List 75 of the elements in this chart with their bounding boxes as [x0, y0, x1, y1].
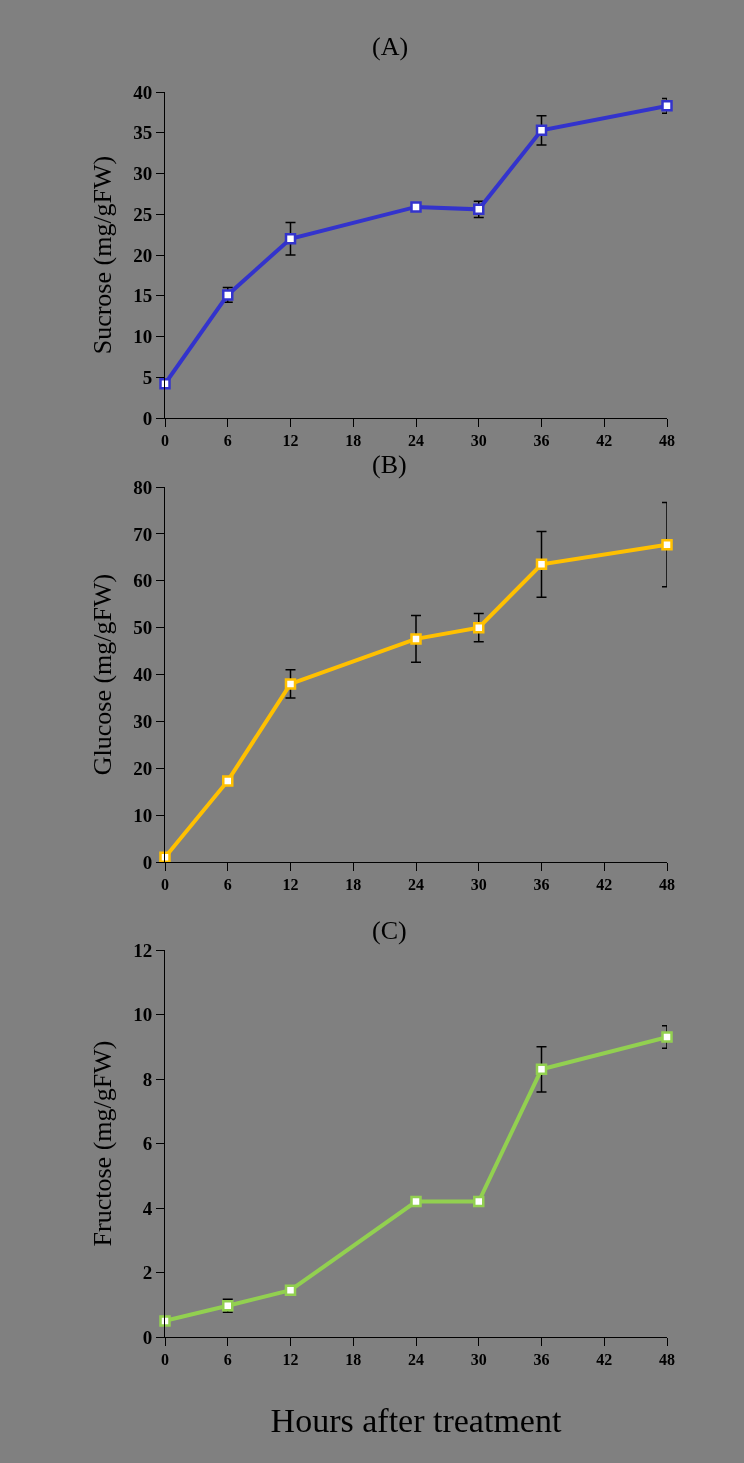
- y-axis-title: Fructose (mg/gFW): [87, 1040, 117, 1247]
- point: [410, 201, 422, 213]
- y-tick-label: 6: [142, 1133, 153, 1155]
- point: [535, 1063, 548, 1076]
- y-tick-label: 2: [142, 1262, 153, 1284]
- x-tick-label: 24: [408, 1351, 424, 1369]
- y-tick-label: 4: [142, 1197, 153, 1219]
- point: [473, 1195, 485, 1208]
- x-tick-label: 36: [533, 1351, 550, 1369]
- point: [284, 678, 297, 690]
- point: [284, 232, 297, 245]
- y-tick-label: 20: [133, 244, 153, 266]
- x-axis-title: Hours after treatment: [270, 1401, 562, 1439]
- x-tick-label: 0: [161, 1351, 169, 1369]
- x-tick-label: 48: [659, 432, 675, 450]
- x-tick-label: 24: [408, 432, 424, 450]
- point: [661, 538, 673, 551]
- x-tick-label: 0: [161, 432, 169, 450]
- x-tick-label: 42: [596, 432, 613, 450]
- x-tick-label: 36: [533, 876, 550, 894]
- x-tick-label: 30: [470, 1351, 487, 1369]
- point: [284, 1284, 297, 1296]
- y-tick-label: 35: [133, 122, 153, 144]
- point: [222, 775, 234, 787]
- y-axis-title: Sucrose (mg/gFW): [87, 155, 117, 355]
- y-axis-title: Glucose (mg/gFW): [87, 573, 117, 776]
- y-tick-label: 40: [133, 664, 153, 686]
- y-tick-label: 10: [133, 1004, 153, 1026]
- x-tick-label: 24: [408, 876, 424, 894]
- x-tick-label: 18: [345, 1351, 362, 1369]
- x-tick-label: 42: [596, 876, 613, 894]
- point: [159, 378, 171, 390]
- y-tick-label: 30: [133, 163, 153, 185]
- x-tick-label: 36: [533, 432, 550, 450]
- point: [410, 1195, 422, 1208]
- point: [535, 124, 548, 137]
- x-tick-label: 12: [282, 1351, 299, 1369]
- x-tick-label: 42: [596, 1351, 613, 1369]
- x-tick-label: 6: [223, 432, 232, 450]
- chart-title: (A): [372, 32, 409, 62]
- y-tick-label: 30: [133, 711, 153, 733]
- point: [661, 1031, 673, 1043]
- y-tick-label: 60: [133, 570, 153, 592]
- x-tick-label: 48: [659, 876, 675, 894]
- y-tick-label: 40: [133, 81, 153, 103]
- y-tick-label: 50: [133, 617, 153, 639]
- y-tick-label: 70: [133, 523, 153, 545]
- x-tick-label: 0: [161, 876, 169, 894]
- x-tick-label: 48: [659, 1351, 675, 1369]
- y-tick-label: 10: [133, 804, 153, 826]
- y-tick-label: 12: [133, 939, 153, 961]
- point: [535, 558, 548, 571]
- x-tick-label: 18: [345, 876, 362, 894]
- x-tick-label: 12: [282, 876, 299, 894]
- x-tick-label: 30: [470, 432, 487, 450]
- x-tick-label: 6: [223, 876, 232, 894]
- y-tick-label: 20: [133, 757, 153, 779]
- point: [473, 621, 485, 634]
- y-tick-label: 10: [133, 326, 153, 348]
- point: [410, 633, 422, 645]
- point: [159, 1315, 171, 1327]
- x-tick-label: 6: [223, 1351, 232, 1369]
- chart-title: (C): [372, 916, 407, 946]
- y-tick-label: 0: [142, 407, 153, 429]
- y-tick-label: 8: [142, 1068, 153, 1090]
- y-tick-label: 0: [142, 851, 153, 873]
- chart-title: (B): [372, 449, 407, 479]
- y-tick-label: 5: [142, 366, 153, 388]
- y-tick-label: 0: [142, 1326, 153, 1348]
- y-tick-label: 25: [133, 203, 153, 225]
- x-tick-label: 12: [282, 432, 299, 450]
- y-tick-label: 15: [133, 285, 153, 307]
- x-tick-label: 18: [345, 432, 362, 450]
- x-tick-label: 30: [470, 876, 487, 894]
- y-tick-label: 80: [133, 476, 153, 498]
